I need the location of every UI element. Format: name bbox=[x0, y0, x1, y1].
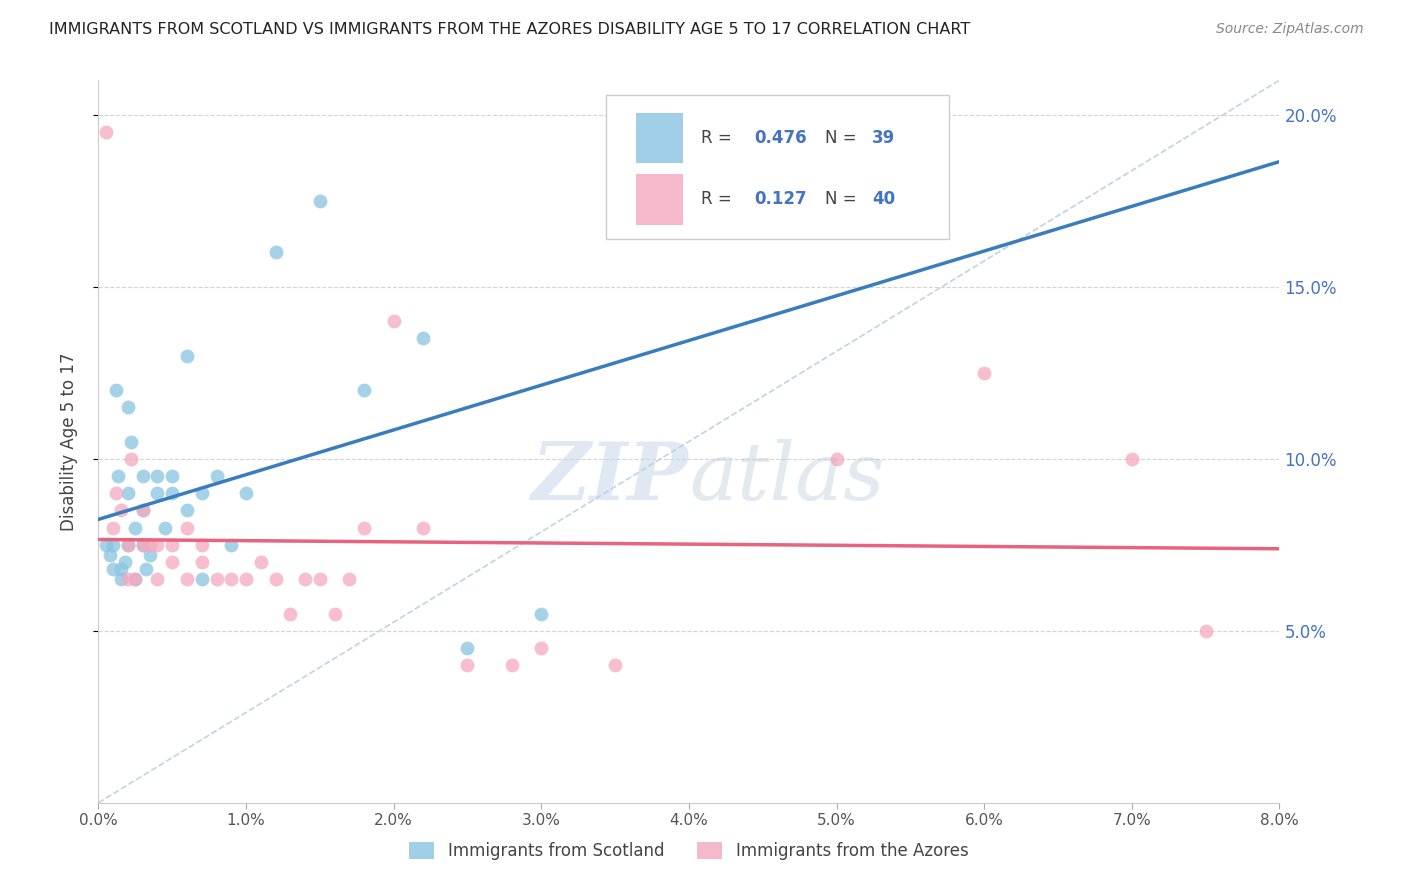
Point bbox=[382, 314, 405, 328]
Point bbox=[457, 658, 479, 673]
Point bbox=[1195, 624, 1218, 638]
Point bbox=[105, 486, 128, 500]
Point bbox=[323, 607, 346, 621]
Point bbox=[110, 562, 132, 576]
Point bbox=[117, 572, 139, 586]
Text: N =: N = bbox=[825, 129, 862, 147]
Point bbox=[294, 572, 316, 586]
Text: 0.476: 0.476 bbox=[754, 129, 807, 147]
Point bbox=[309, 572, 332, 586]
Point bbox=[139, 548, 162, 562]
Point bbox=[153, 520, 176, 534]
Text: IMMIGRANTS FROM SCOTLAND VS IMMIGRANTS FROM THE AZORES DISABILITY AGE 5 TO 17 CO: IMMIGRANTS FROM SCOTLAND VS IMMIGRANTS F… bbox=[49, 22, 970, 37]
Legend: Immigrants from Scotland, Immigrants from the Azores: Immigrants from Scotland, Immigrants fro… bbox=[402, 835, 976, 867]
FancyBboxPatch shape bbox=[636, 174, 683, 225]
Point bbox=[132, 538, 155, 552]
Point bbox=[176, 503, 198, 517]
Point bbox=[120, 434, 142, 449]
Point bbox=[530, 607, 553, 621]
Point bbox=[139, 538, 162, 552]
Point bbox=[103, 520, 125, 534]
Point bbox=[117, 400, 139, 414]
Text: 39: 39 bbox=[872, 129, 896, 147]
Point bbox=[124, 572, 146, 586]
Point bbox=[135, 562, 157, 576]
Point bbox=[457, 640, 479, 655]
Point bbox=[132, 538, 155, 552]
Text: N =: N = bbox=[825, 191, 862, 209]
Point bbox=[120, 451, 142, 466]
Point bbox=[235, 572, 257, 586]
Point bbox=[162, 469, 183, 483]
Point bbox=[103, 538, 125, 552]
Point bbox=[191, 486, 214, 500]
Point bbox=[110, 503, 132, 517]
Point bbox=[124, 520, 146, 534]
Point bbox=[353, 383, 375, 397]
Text: atlas: atlas bbox=[689, 439, 884, 516]
Text: 0.127: 0.127 bbox=[754, 191, 807, 209]
Y-axis label: Disability Age 5 to 17: Disability Age 5 to 17 bbox=[59, 352, 77, 531]
Point bbox=[264, 572, 287, 586]
Point bbox=[412, 520, 434, 534]
Point bbox=[176, 520, 198, 534]
Text: R =: R = bbox=[700, 129, 737, 147]
Point bbox=[162, 555, 183, 569]
Point bbox=[105, 383, 128, 397]
Point bbox=[146, 486, 169, 500]
Point bbox=[250, 555, 273, 569]
Point bbox=[191, 555, 214, 569]
FancyBboxPatch shape bbox=[636, 112, 683, 163]
Point bbox=[117, 538, 139, 552]
Point bbox=[114, 555, 136, 569]
Point bbox=[110, 572, 132, 586]
Point bbox=[825, 451, 848, 466]
FancyBboxPatch shape bbox=[606, 95, 949, 239]
Point bbox=[117, 538, 139, 552]
Point bbox=[1121, 451, 1143, 466]
Point bbox=[146, 572, 169, 586]
Point bbox=[94, 125, 117, 139]
Text: ZIP: ZIP bbox=[531, 439, 689, 516]
Point bbox=[117, 486, 139, 500]
Text: Source: ZipAtlas.com: Source: ZipAtlas.com bbox=[1216, 22, 1364, 37]
Point bbox=[94, 538, 117, 552]
Point bbox=[146, 538, 169, 552]
Point bbox=[132, 503, 155, 517]
Text: R =: R = bbox=[700, 191, 737, 209]
Point bbox=[176, 349, 198, 363]
Point bbox=[309, 194, 332, 208]
Point bbox=[280, 607, 302, 621]
Point bbox=[107, 469, 129, 483]
Point bbox=[191, 572, 214, 586]
Point bbox=[176, 572, 198, 586]
Point bbox=[132, 503, 155, 517]
Point bbox=[146, 469, 169, 483]
Point bbox=[191, 538, 214, 552]
Text: 40: 40 bbox=[872, 191, 896, 209]
Point bbox=[412, 331, 434, 345]
Point bbox=[678, 211, 700, 225]
Point bbox=[221, 572, 243, 586]
Point bbox=[221, 538, 243, 552]
Point bbox=[501, 658, 523, 673]
Point bbox=[973, 366, 995, 380]
Point bbox=[235, 486, 257, 500]
Point bbox=[98, 548, 121, 562]
Point bbox=[124, 572, 146, 586]
Point bbox=[339, 572, 361, 586]
Point bbox=[205, 572, 228, 586]
Point bbox=[103, 562, 125, 576]
Point bbox=[205, 469, 228, 483]
Point bbox=[605, 658, 627, 673]
Point bbox=[132, 469, 155, 483]
Point bbox=[162, 538, 183, 552]
Point bbox=[162, 486, 183, 500]
Point bbox=[264, 245, 287, 260]
Point bbox=[353, 520, 375, 534]
Point bbox=[530, 640, 553, 655]
